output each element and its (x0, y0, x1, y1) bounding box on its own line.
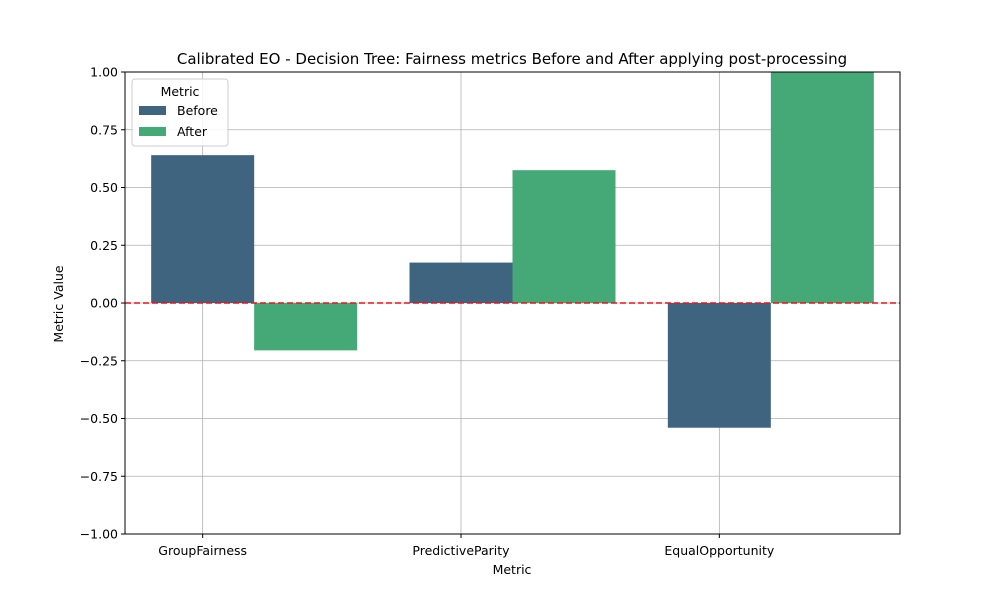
legend-swatch-after (139, 127, 166, 136)
y-tick-label: 0.75 (90, 122, 118, 137)
chart-title: Calibrated EO - Decision Tree: Fairness … (177, 50, 847, 68)
legend: Metric Before After (131, 78, 229, 147)
y-tick-label: −0.25 (80, 353, 118, 368)
bar-before-groupfairness (151, 155, 255, 303)
bar-after-equalopportunity (770, 72, 874, 303)
x-tick-label: GroupFairness (158, 543, 247, 558)
y-tick-label: −1.00 (80, 527, 118, 542)
bar-before-predictiveparity (409, 262, 513, 303)
bar-after-groupfairness (254, 303, 358, 351)
y-tick-label: 0.25 (90, 238, 118, 253)
legend-label-before: Before (177, 103, 218, 118)
legend-title: Metric (161, 84, 200, 99)
y-tick-label: 1.00 (90, 65, 118, 80)
y-axis-label: Metric Value (51, 265, 66, 342)
x-axis-label: Metric (493, 562, 532, 577)
legend-swatch-before (139, 106, 166, 115)
y-tick-label: −0.50 (80, 411, 118, 426)
legend-label-after: After (177, 124, 208, 139)
y-axis-ticks: −1.00 −0.75 −0.50 −0.25 0.00 0.25 0.50 0.75 1.00 (80, 65, 125, 542)
bar-before-equalopportunity (667, 303, 771, 428)
y-tick-label: 0.00 (90, 296, 118, 311)
bar-after-predictiveparity (512, 170, 616, 303)
x-tick-label: PredictiveParity (412, 543, 510, 558)
y-tick-label: 0.50 (90, 180, 118, 195)
x-axis-ticks: GroupFairness PredictiveParity EqualOpport… (158, 534, 775, 558)
bars-group (151, 72, 874, 428)
y-tick-label: −0.75 (80, 469, 118, 484)
x-tick-label: EqualOpportunity (664, 543, 775, 558)
